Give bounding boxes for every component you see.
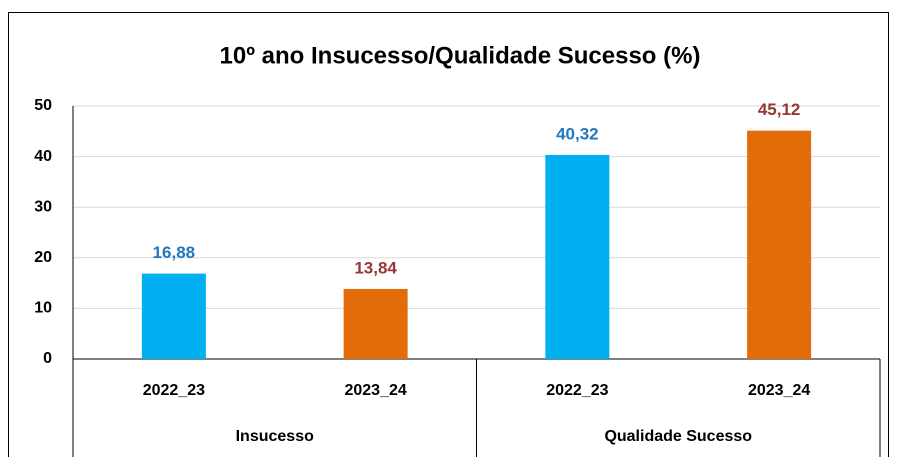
chart-frame (8, 12, 889, 457)
y-tick-label: 10 (34, 300, 52, 317)
value-label: 16,88 (153, 243, 196, 262)
group-label: Qualidade Sucesso (604, 428, 752, 445)
y-tick-label: 40 (34, 148, 52, 165)
value-label: 13,84 (354, 258, 397, 277)
bar (545, 154, 610, 359)
y-tick-label: 30 (34, 198, 52, 215)
bar (343, 288, 408, 359)
x-tick-label: 2023_24 (748, 382, 810, 399)
bar (141, 273, 206, 359)
y-tick-label: 20 (34, 249, 52, 266)
y-tick-label: 0 (43, 350, 52, 367)
chart-title: 10º ano Insucesso/Qualidade Sucesso (%) (220, 42, 701, 69)
y-tick-label: 50 (34, 97, 52, 114)
x-tick-label: 2023_24 (344, 382, 406, 399)
group-label: Insucesso (236, 428, 314, 445)
bar (747, 130, 812, 359)
x-tick-label: 2022_23 (546, 382, 608, 399)
x-tick-label: 2022_23 (143, 382, 205, 399)
value-label: 40,32 (556, 124, 599, 143)
value-label: 45,12 (758, 100, 801, 119)
